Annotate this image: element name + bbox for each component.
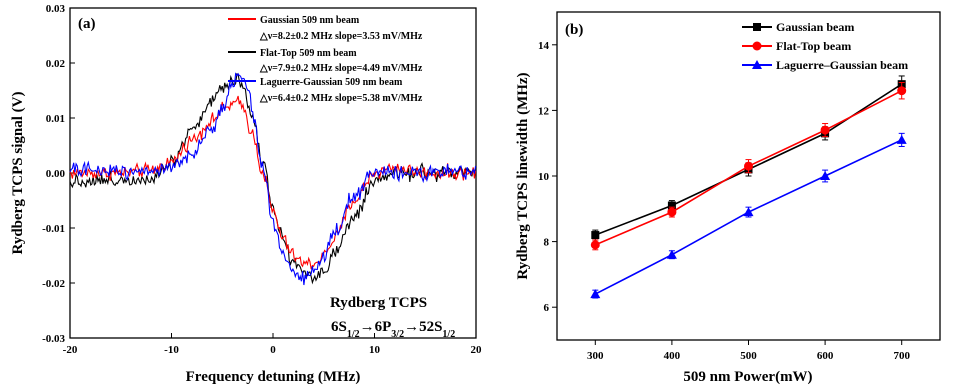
x-tick-label-b: 600 bbox=[817, 350, 834, 362]
data-point bbox=[590, 240, 600, 250]
y-tick-label-b: 12 bbox=[538, 105, 550, 117]
x-tick-label-a: 10 bbox=[369, 344, 381, 356]
legend-label-b-gaussian: Gaussian beam bbox=[776, 20, 854, 34]
data-point bbox=[744, 161, 753, 171]
annotation-title: Rydberg TCPS bbox=[330, 295, 427, 311]
legend-detail-gaussian: △ν=8.2±0.2 MHz slope=3.53 mV/MHz bbox=[259, 31, 423, 42]
y-tick-label-b: 8 bbox=[544, 237, 550, 249]
legend-marker-b-gaussian bbox=[753, 23, 761, 31]
data-point bbox=[897, 86, 907, 96]
x-tick-label-b: 500 bbox=[740, 350, 757, 362]
y-tick-label-a: -0.02 bbox=[42, 278, 65, 290]
y-tick-label-b: 6 bbox=[544, 302, 550, 314]
legend-marker-b-flattop bbox=[752, 41, 762, 51]
x-tick-label-a: 0 bbox=[270, 344, 276, 356]
x-tick-label-a: -10 bbox=[164, 344, 179, 356]
panel-label-b: (b) bbox=[565, 22, 583, 38]
data-point bbox=[666, 249, 677, 259]
data-point bbox=[667, 207, 677, 217]
y-tick-label-a: 0.00 bbox=[46, 168, 66, 180]
x-tick-label-b: 700 bbox=[893, 350, 910, 362]
legend-label-flattop: Flat-Top 509 nm beam bbox=[260, 48, 357, 59]
legend-b: Gaussian beam Flat-Top beam Laguerre–Gau… bbox=[742, 20, 908, 72]
series-lines-a bbox=[69, 72, 477, 286]
annotation-transition: 6S1/2→6P3/2→52S1/2 bbox=[331, 319, 455, 340]
series-line-0 bbox=[69, 95, 477, 270]
legend-label-b-lg: Laguerre–Gaussian beam bbox=[776, 58, 908, 72]
legend-detail-flattop: △ν=7.9±0.2 MHz slope=4.49 mV/MHz bbox=[259, 63, 423, 74]
data-point bbox=[590, 289, 601, 299]
series-line-2 bbox=[69, 72, 477, 286]
legend-label-lg: Laguerre-Gaussian 509 nm beam bbox=[260, 77, 403, 88]
axis-ticks-a: -20 -10 0 10 20 -0.03 -0.02 -0.01 0.00 0.01 0.02 0.… bbox=[42, 3, 482, 356]
data-point bbox=[667, 201, 676, 210]
panel-label-a: (a) bbox=[78, 16, 96, 32]
data-point bbox=[820, 125, 830, 135]
legend-marker-b-lg bbox=[752, 60, 762, 69]
legend-label-gaussian: Gaussian 509 nm beam bbox=[260, 15, 360, 26]
x-axis-label-b: 509 nm Power(mW) bbox=[683, 369, 812, 385]
legend-label-b-flattop: Flat-Top beam bbox=[776, 39, 851, 53]
y-tick-label-a: -0.01 bbox=[42, 223, 65, 235]
y-tick-label-b: 10 bbox=[538, 171, 550, 183]
axis-ticks-b: 300 400 500 600 700 6 8 10 12 14 bbox=[538, 40, 910, 362]
y-axis-label-a: Rydberg TCPS signal (V) bbox=[10, 92, 26, 255]
x-tick-label-a: 20 bbox=[471, 344, 483, 356]
data-point bbox=[591, 231, 600, 240]
data-point bbox=[820, 171, 831, 180]
y-tick-label-b: 14 bbox=[538, 40, 550, 52]
y-tick-label-a: 0.02 bbox=[46, 58, 66, 70]
x-axis-label-a: Frequency detuning (MHz) bbox=[186, 369, 361, 385]
data-point bbox=[743, 207, 754, 217]
panel-a: -20 -10 0 10 20 -0.03 -0.02 -0.01 0.00 0.01 0.02 0.… bbox=[10, 3, 482, 385]
panel-b: 300 400 500 600 700 6 8 10 12 14 (b) 509 nm Power… bbox=[515, 11, 941, 385]
y-tick-label-a: 0.01 bbox=[46, 113, 65, 125]
y-tick-label-a: -0.03 bbox=[42, 333, 65, 345]
x-tick-label-b: 400 bbox=[664, 350, 681, 362]
x-tick-label-a: -20 bbox=[63, 344, 78, 356]
x-tick-label-b: 300 bbox=[587, 350, 604, 362]
y-tick-label-a: 0.03 bbox=[46, 3, 66, 15]
legend-detail-lg: △ν=6.4±0.2 MHz slope=5.38 mV/MHz bbox=[259, 93, 423, 104]
series-b bbox=[590, 75, 907, 299]
data-point bbox=[896, 134, 907, 144]
series-line-1 bbox=[69, 72, 477, 285]
legend-a: Gaussian 509 nm beam △ν=8.2±0.2 MHz slop… bbox=[228, 15, 423, 104]
y-axis-label-b: Rydberg TCPS linewidth (MHz) bbox=[515, 72, 531, 279]
